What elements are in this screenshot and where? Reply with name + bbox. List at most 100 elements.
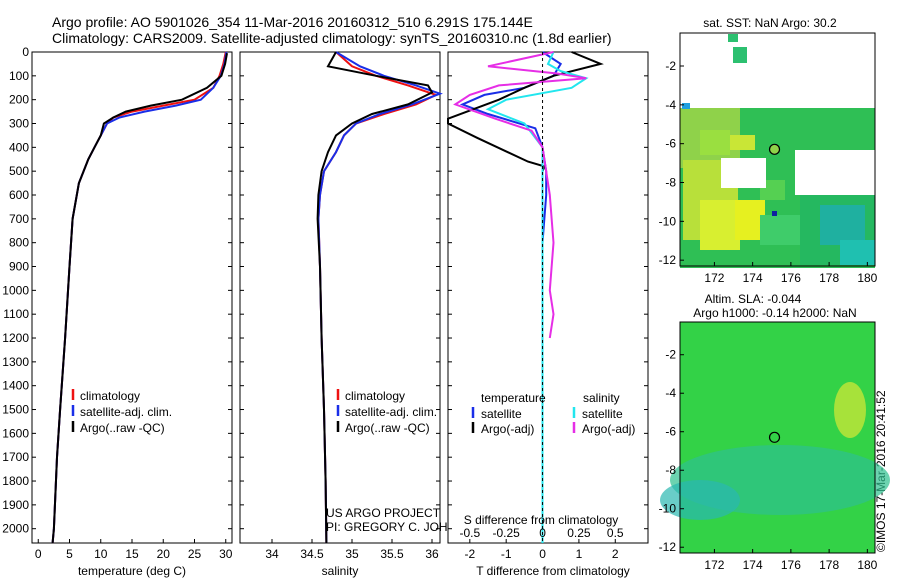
difference-profile-xtick-label: -2 <box>464 547 475 561</box>
sst-map-cell <box>760 180 785 200</box>
difference-s-tick-label: 0 <box>539 526 546 540</box>
sla-map-ytick-label: -12 <box>659 540 677 554</box>
difference-legend-title-salinity: salinity <box>583 391 620 405</box>
temperature-profile-xtick-label: 25 <box>188 547 202 561</box>
difference-profile-xtick-label: 0 <box>539 547 546 561</box>
salinity-xlabel: salinity <box>322 564 359 578</box>
sst-map-title: sat. SST: NaN Argo: 30.2 <box>703 16 837 30</box>
difference-profile-xtick-label: 1 <box>576 547 583 561</box>
sla-map-argo-location-marker <box>768 431 781 443</box>
temperature-profile-xtick-label: 0 <box>35 547 42 561</box>
title-line-1: Argo profile: AO 5901026_354 11-Mar-2016… <box>52 14 533 30</box>
difference-legend-label: Argo(-adj) <box>582 422 635 436</box>
temperature-profile-ytick-label: 1500 <box>2 403 29 417</box>
sst-map-gap <box>721 158 766 188</box>
sst-map-xtick-label: 176 <box>781 271 801 285</box>
temperature-profile-ytick-label: 800 <box>9 236 29 250</box>
temperature-profile-ytick-label: 1000 <box>2 283 29 297</box>
difference-legend-label: Argo(-adj) <box>481 422 534 436</box>
sst-map-ytick-label: -4 <box>665 98 676 112</box>
sla-map-xtick-label: 176 <box>781 558 801 572</box>
difference-legend-title-temperature: temperature <box>481 391 546 405</box>
temperature-profile-ytick-label: 1800 <box>2 474 29 488</box>
salinity-profile-xtick-label: 34.5 <box>300 547 324 561</box>
temperature-profile-xtick-label: 30 <box>219 547 233 561</box>
temperature-profile-ytick-label: 1200 <box>2 331 29 345</box>
temperature-profile-ytick-label: 100 <box>9 69 29 83</box>
sst-map-frame <box>679 32 876 267</box>
sst-map-ytick-label: -2 <box>665 59 676 73</box>
temperature-profile-ytick-label: 1400 <box>2 379 29 393</box>
difference-s-tick-label: 0.25 <box>567 526 591 540</box>
sla-map-ytick-label: -10 <box>659 502 677 516</box>
temperature-profile-ytick-label: 900 <box>9 260 29 274</box>
salinity-legend-label: Argo(..raw -QC) <box>345 421 430 435</box>
difference-s-tick-label: -0.5 <box>459 526 480 540</box>
difference-s-xlabel: S difference from climatology <box>464 513 619 527</box>
sst-map-cell <box>700 200 740 250</box>
temperature-profile-ytick-label: 400 <box>9 140 29 154</box>
sst-map-ytick-label: -8 <box>665 176 676 190</box>
difference-s-tick-label: -0.25 <box>493 526 521 540</box>
temperature-profile-xtick-label: 5 <box>66 547 73 561</box>
credit-project: US ARGO PROJECT <box>326 506 441 520</box>
sst-map-xtick-label: 174 <box>743 271 763 285</box>
salinity-profile-frame <box>239 51 441 544</box>
sst-map-cell <box>700 130 730 155</box>
salinity-profile-xtick-label: 36 <box>425 547 439 561</box>
difference-profile-frame <box>447 51 649 544</box>
difference-profile-xtick-label: 2 <box>612 547 619 561</box>
sst-map-ytick-label: -10 <box>659 214 677 228</box>
sst-map-cell <box>682 103 690 109</box>
sla-map-xtick-label: 178 <box>819 558 839 572</box>
sst-map-cell <box>760 215 800 245</box>
sst-map-ytick-label: -6 <box>665 137 676 151</box>
temperature-profile-ytick-label: 1300 <box>2 355 29 369</box>
sla-map-ytick-label: -8 <box>665 463 676 477</box>
sla-map-field <box>660 322 890 553</box>
sst-map-xtick-label: 178 <box>819 271 839 285</box>
sst-map-cell <box>840 240 875 265</box>
credit-pi: PI: GREGORY C. JOHNSON <box>326 520 482 534</box>
temperature-legend-label: satellite-adj. clim. <box>80 405 172 419</box>
temperature-profile-xtick-label: 20 <box>157 547 171 561</box>
salinity-profile-series-argo-raw-qc- <box>316 51 434 544</box>
sst-map-argo-location-marker <box>768 143 781 155</box>
sst-map-gap <box>795 150 875 195</box>
temperature-profile-ytick-label: 600 <box>9 188 29 202</box>
sla-map-ytick-label: -4 <box>665 386 676 400</box>
difference-s-tick-label: 0.5 <box>607 526 624 540</box>
salinity-profile-xtick-label: 34 <box>265 547 279 561</box>
sst-map-field <box>680 33 875 268</box>
temperature-profile-series-argo-raw-qc- <box>51 53 228 544</box>
sla-map-frame <box>679 321 876 554</box>
sla-map-ytick-label: -2 <box>665 348 676 362</box>
temperature-profile-ytick-label: 1700 <box>2 450 29 464</box>
temperature-profile-xtick-label: 15 <box>125 547 139 561</box>
difference-legend-label: satellite <box>582 407 623 421</box>
sst-map-xtick-label: 172 <box>704 271 724 285</box>
salinity-legend-label: climatology <box>345 389 405 403</box>
sla-map-xtick-label: 172 <box>704 558 724 572</box>
temperature-legend-label: Argo(..raw -QC) <box>80 421 165 435</box>
sst-map-cell <box>730 135 755 150</box>
difference-profile-series-salinity-argo-adj- <box>453 51 587 339</box>
sla-map-title-line-1: Altim. SLA: -0.044 <box>705 292 802 306</box>
difference-t-xlabel: T difference from climatology <box>476 564 630 578</box>
temperature-profile-xtick-label: 10 <box>94 547 108 561</box>
sla-map-high-anomaly <box>834 382 866 438</box>
sla-map-ytick-label: -6 <box>665 425 676 439</box>
sst-map-cell <box>820 205 865 245</box>
temperature-profile-ytick-label: 2000 <box>2 522 29 536</box>
sst-map-cell <box>772 211 777 216</box>
temperature-profile-ytick-label: 300 <box>9 117 29 131</box>
difference-profile-series-salinity-satellite <box>485 51 589 543</box>
sst-map-cell <box>733 47 747 63</box>
temperature-legend-label: climatology <box>80 389 140 403</box>
temperature-profile-ytick-label: 1600 <box>2 426 29 440</box>
salinity-profile-xtick-label: 35 <box>345 547 359 561</box>
title-line-2: Climatology: CARS2009. Satellite-adjuste… <box>52 30 612 46</box>
temperature-profile-ytick-label: 0 <box>22 45 29 59</box>
sla-map-xtick-label: 174 <box>743 558 763 572</box>
